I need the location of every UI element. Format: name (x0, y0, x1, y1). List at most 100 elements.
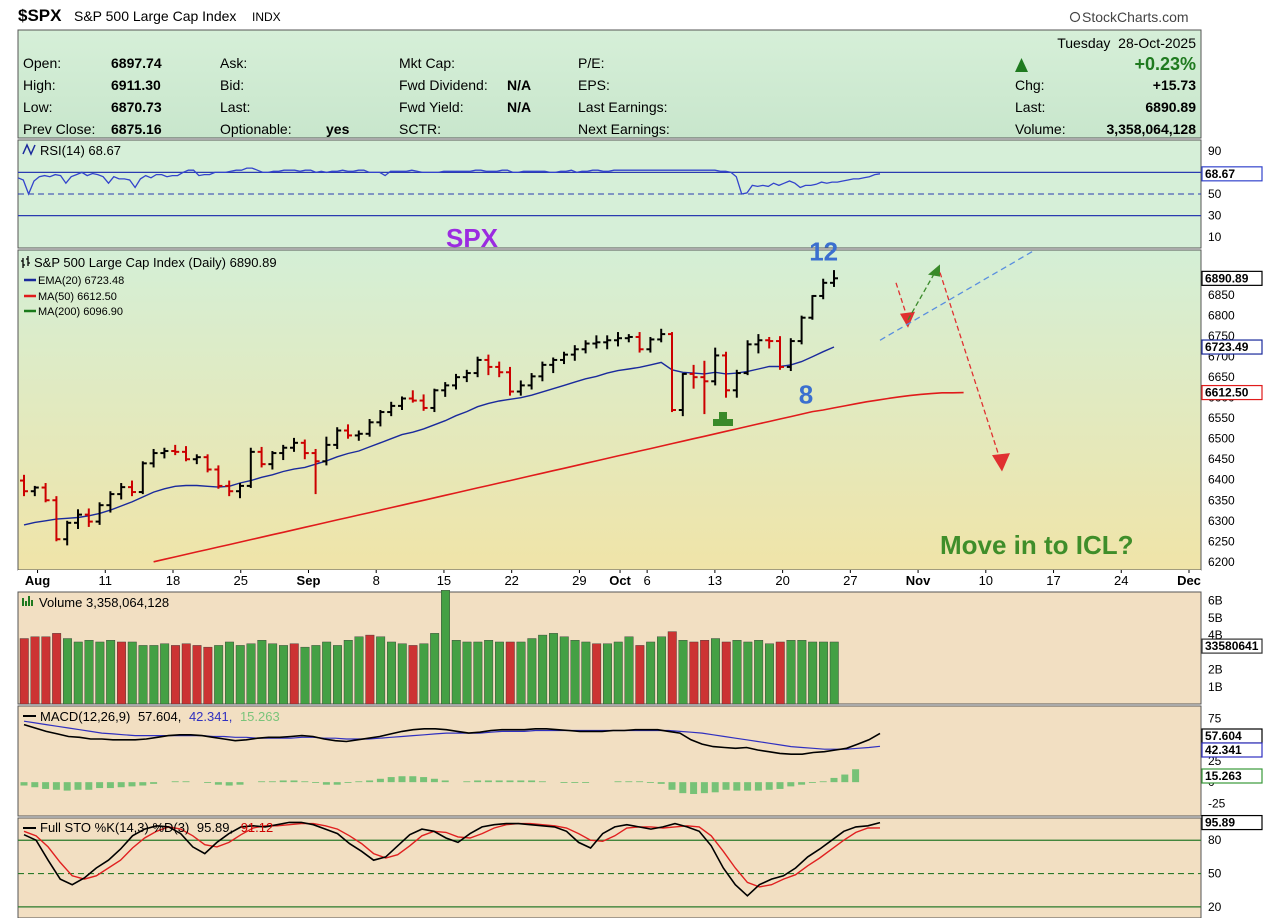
high-label: High: (23, 77, 56, 93)
next-earnings-label: Next Earnings: (578, 121, 670, 137)
price-bar (473, 356, 482, 378)
price-tick-6500: 6500 (1208, 432, 1235, 446)
macd-hist-bar (852, 769, 860, 783)
quote-panel: Open: 6897.74 High: 6911.30 Low: 6870.73… (17, 29, 1202, 139)
price-bar (106, 491, 115, 513)
price-bar (624, 334, 633, 343)
price-bar (830, 270, 838, 287)
macd-hist-bar (409, 776, 417, 783)
pe-label: P/E: (578, 55, 604, 71)
volume-bar (689, 641, 699, 705)
volume-label: Volume: (1015, 121, 1066, 137)
ask-label: Ask: (220, 55, 247, 71)
volume-bar (63, 638, 72, 705)
price-bar (408, 390, 417, 403)
price-bar (63, 520, 72, 546)
price-bar (300, 439, 309, 460)
volume-bar (268, 643, 278, 705)
volume-bar (365, 634, 375, 705)
macd-hist-bar (74, 782, 82, 790)
volume-bar (819, 641, 828, 705)
price-tick-6550: 6550 (1208, 411, 1235, 425)
price-bar (398, 396, 406, 410)
volume-bar (149, 645, 159, 705)
optionable-label: Optionable: (220, 121, 292, 137)
volume-tick-6B: 6B (1208, 594, 1223, 608)
macd-hist-bar (830, 777, 838, 783)
macd-hist-bar (106, 782, 114, 789)
volume-bar (549, 633, 558, 705)
mkt-cap-label: Mkt Cap: (399, 55, 455, 71)
price-bar (560, 351, 568, 365)
macd-signal-last-value-box (1201, 742, 1263, 758)
volume-bar (322, 641, 332, 705)
price-bar (376, 410, 385, 427)
volume-bar (495, 641, 504, 705)
x-tick-20: 20 (775, 573, 789, 588)
price-bar (646, 336, 655, 353)
red-arrow-head-2-icon (992, 453, 1010, 472)
ema20-line (23, 346, 835, 526)
last-label: Last: (220, 99, 250, 115)
eps-label: EPS: (578, 77, 610, 93)
copyright-icon (1069, 11, 1081, 23)
price-bar (516, 380, 525, 396)
volume-bar (613, 641, 623, 705)
price-bar (192, 454, 201, 465)
x-tick-27: 27 (843, 573, 857, 588)
price-bar (246, 447, 255, 488)
macd-hist-bar (733, 782, 741, 791)
price-tick-6450: 6450 (1208, 452, 1235, 466)
pct-change: +0.23% (1134, 54, 1196, 74)
symbol: $SPX (18, 6, 62, 25)
prev-close-value: 6875.16 (111, 121, 162, 137)
price-bar (311, 448, 320, 495)
price-bar (549, 357, 558, 374)
macd-hist-bar (754, 782, 762, 791)
x-tick-11: 11 (99, 573, 113, 588)
volume-bar (516, 641, 526, 705)
macd-hist-bar (420, 777, 428, 783)
volume-bar (214, 645, 224, 705)
wave-8-label: 8 (799, 380, 813, 410)
rsi-last-value-box (1201, 166, 1263, 182)
macd-hist-last-value: 15.263 (1201, 768, 1263, 784)
sto-title-prefix: Full STO %K(14,3) %D(3) (40, 820, 189, 835)
volume-bar (732, 640, 742, 705)
volume-bar (19, 638, 29, 705)
macd-title-signal: 42.341, (189, 709, 232, 724)
price-bar (117, 483, 126, 500)
volume-bar (84, 640, 94, 705)
macd-signal-last-value-text: 42.341 (1205, 743, 1242, 757)
chg-value: +15.73 (1153, 77, 1196, 93)
price-bar (95, 502, 104, 525)
volume-bar (603, 643, 612, 705)
macd-hist-bar (646, 782, 654, 783)
sctr-label: SCTR: (399, 121, 441, 137)
price-bar (570, 345, 579, 361)
volume-bar (484, 640, 494, 705)
macd-hist-bar (711, 782, 719, 793)
price-bar (452, 373, 460, 390)
price-last-value-text: 6890.89 (1205, 271, 1249, 285)
macd-hist-bar (333, 782, 341, 785)
volume-bar (667, 631, 677, 705)
fwd-yield-value: N/A (507, 99, 531, 115)
x-tick-8: 8 (373, 573, 380, 588)
chart-header: $SPX S&P 500 Large Cap Index INDX StockC… (18, 6, 1189, 25)
volume-bar (808, 641, 818, 705)
price-bar (182, 446, 190, 462)
optionable-value: yes (326, 121, 350, 137)
wave-12-label: 12 (809, 236, 838, 266)
price-bar (354, 430, 363, 441)
macd-hist-bar (63, 782, 71, 791)
price-bar (20, 474, 28, 497)
macd-signal-last-value: 42.341 (1201, 742, 1263, 758)
price-tick-6250: 6250 (1208, 534, 1235, 548)
price-tick-6800: 6800 (1208, 309, 1235, 323)
macd-hist-last-value-box (1201, 768, 1263, 784)
volume-bar (829, 641, 839, 705)
price-bar (819, 278, 828, 300)
macd-hist-bar (463, 781, 471, 783)
macd-hist-bar (625, 781, 633, 783)
